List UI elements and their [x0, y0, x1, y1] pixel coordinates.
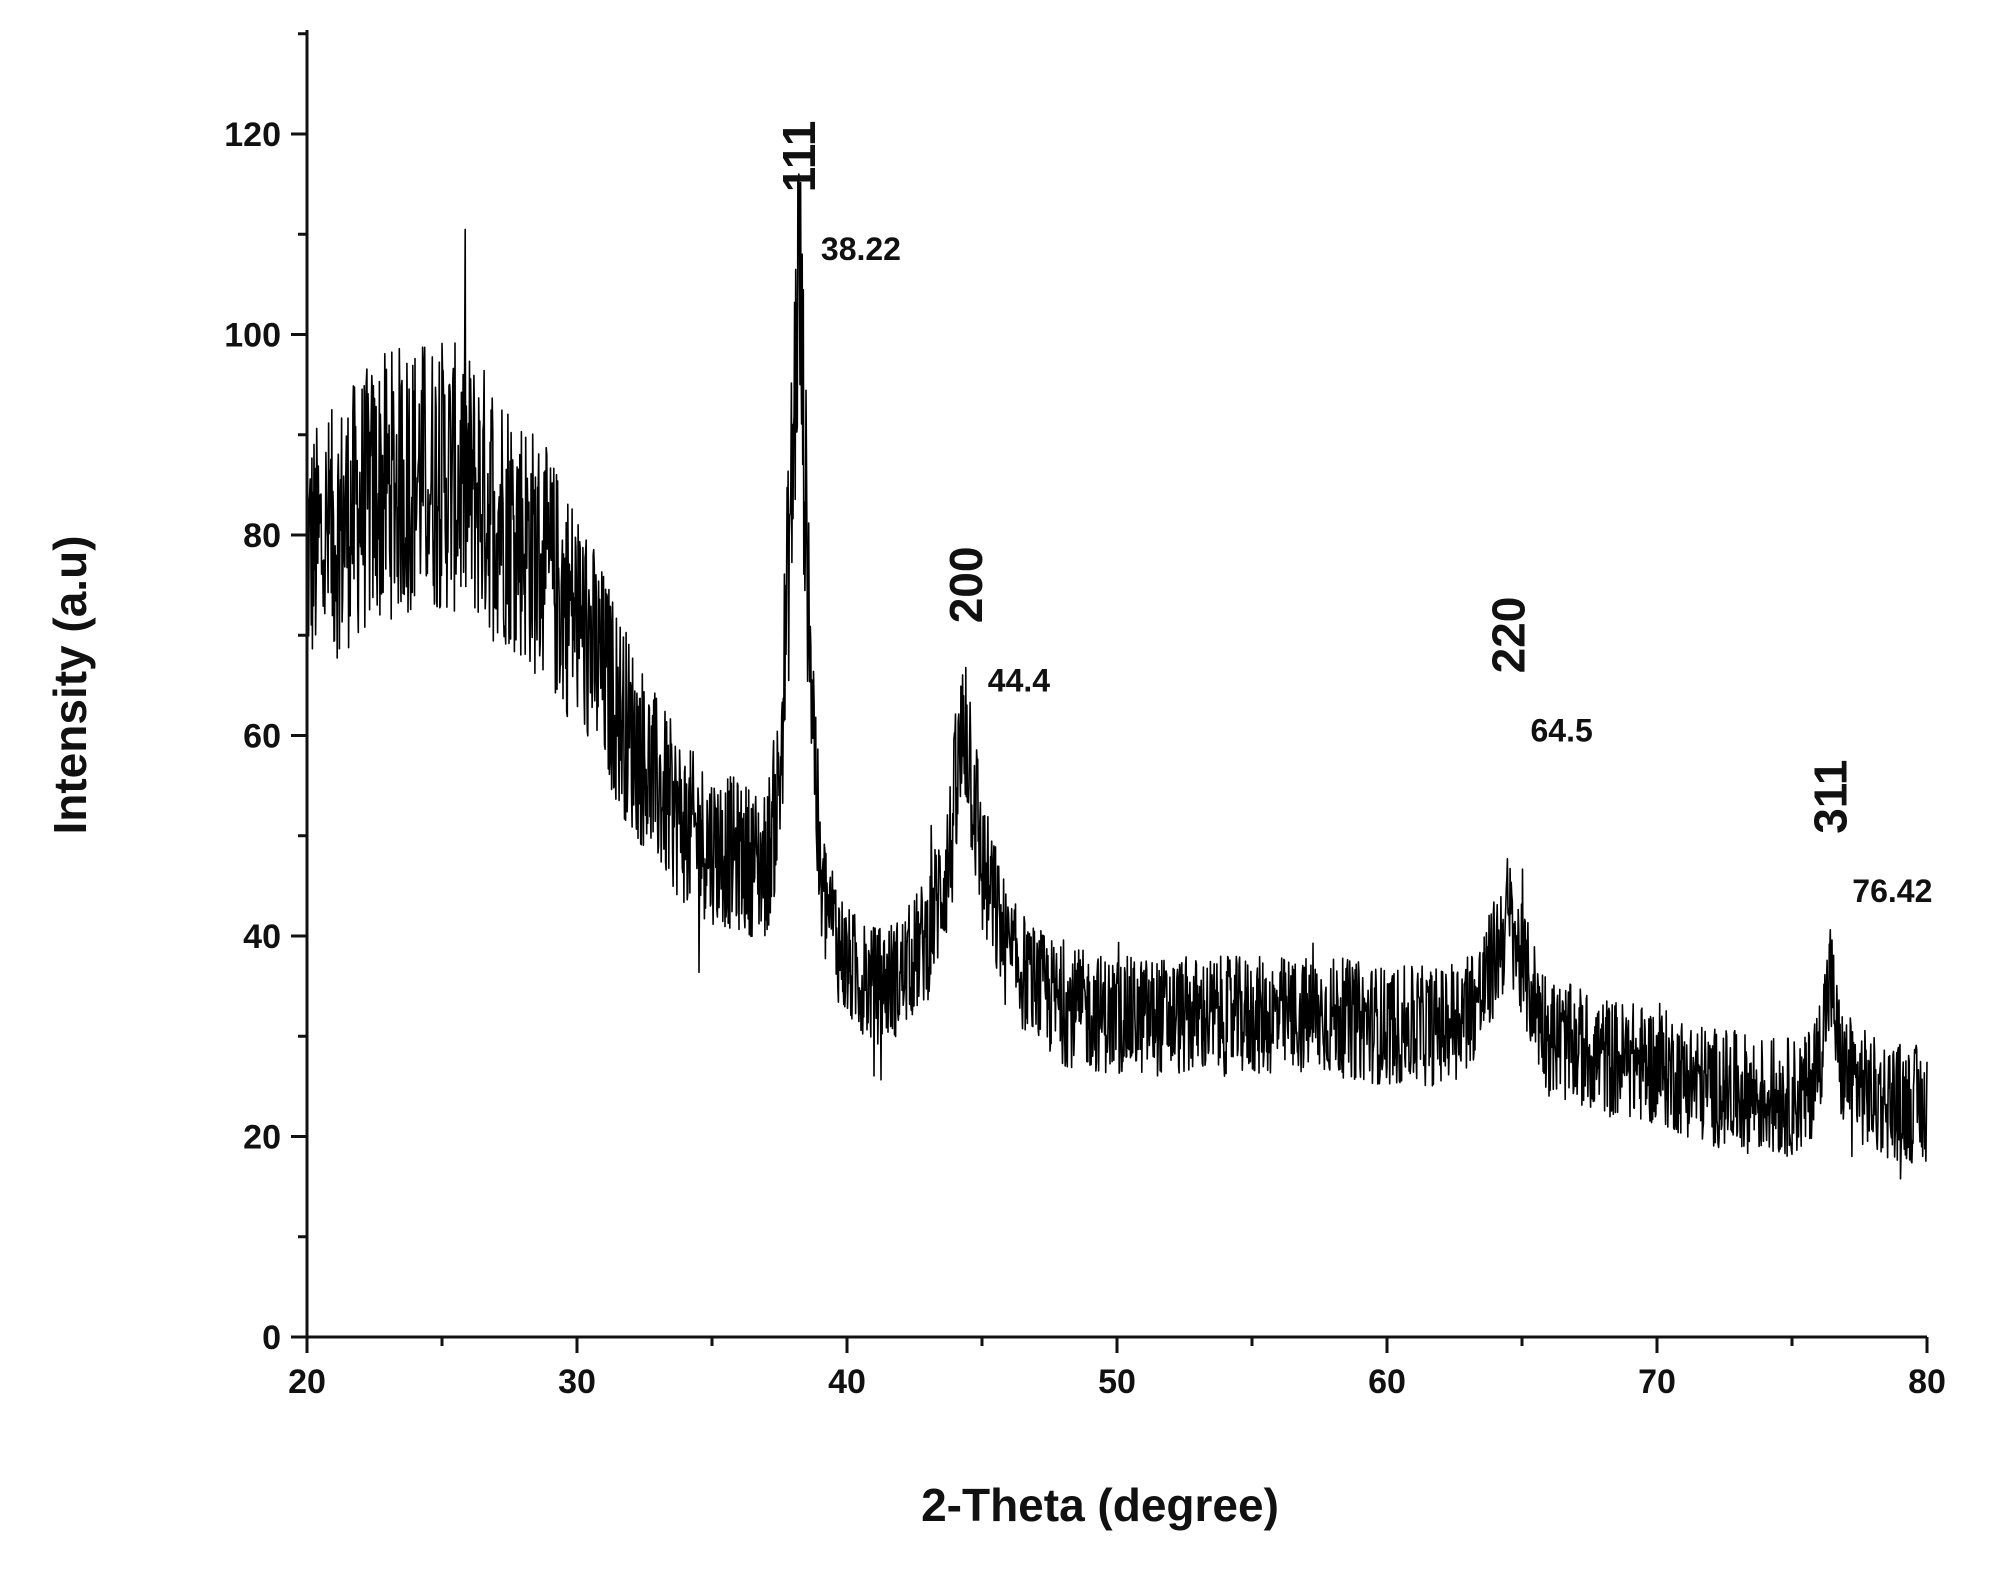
x-tick-label: 50 [1098, 1363, 1136, 1401]
y-tick-label: 120 [224, 116, 281, 154]
x-axis-title: 2-Theta (degree) [921, 1479, 1279, 1531]
peak-hkl-label: 220 [1483, 597, 1535, 674]
y-tick-label: 100 [224, 317, 281, 355]
y-axis: 0 20 40 60 80 100 120 [224, 30, 309, 1357]
y-tick-label: 80 [243, 517, 281, 555]
x-tick-label: 40 [828, 1363, 866, 1401]
x-tick-label: 30 [558, 1363, 596, 1401]
peak-position-label: 64.5 [1531, 712, 1593, 748]
x-axis: 20 30 40 50 60 70 80 [288, 1335, 1946, 1401]
y-tick-label: 60 [243, 718, 281, 756]
x-tick-label: 60 [1368, 1363, 1406, 1401]
peak-position-label: 76.42 [1852, 873, 1932, 909]
y-tick-label: 20 [243, 1119, 281, 1157]
x-tick-label: 70 [1638, 1363, 1676, 1401]
peak-hkl-label: 311 [1804, 760, 1856, 834]
peak-hkl-label: 200 [940, 547, 992, 624]
peak-position-label: 38.22 [821, 231, 901, 267]
plot-area [306, 173, 1928, 1180]
x-tick-label: 80 [1908, 1363, 1946, 1401]
xrd-series-line [306, 173, 1928, 1180]
peak-hkl-label: 111 [773, 121, 825, 193]
x-tick-label: 20 [288, 1363, 326, 1401]
y-axis-title: Intensity (a.u) [44, 535, 96, 834]
peak-position-label: 44.4 [988, 662, 1050, 698]
y-tick-label: 40 [243, 918, 281, 956]
y-tick-label: 0 [262, 1319, 281, 1357]
peak-annotations: 111 38.22 200 44.4 220 64.5 311 76.42 [773, 121, 1932, 909]
